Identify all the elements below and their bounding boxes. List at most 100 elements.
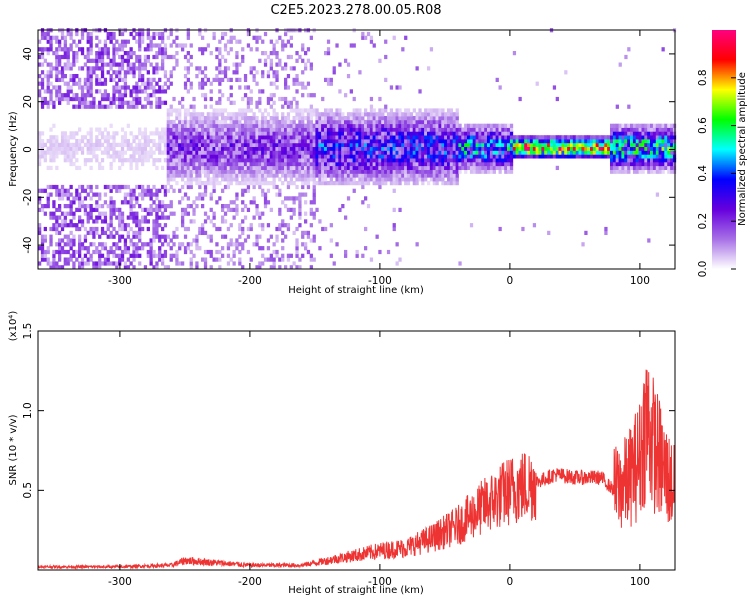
heatmap-cell xyxy=(616,105,619,109)
heatmap-cell xyxy=(493,143,496,147)
heatmap-cell xyxy=(361,147,364,151)
heatmap-cell xyxy=(233,250,236,254)
heatmap-cell xyxy=(335,147,338,151)
heatmap-cell xyxy=(619,143,622,147)
heatmap-cell xyxy=(112,204,115,208)
heatmap-cell xyxy=(295,177,298,181)
heatmap-cell xyxy=(536,82,539,86)
heatmap-cell xyxy=(90,139,93,143)
heatmap-cell xyxy=(487,170,490,174)
heatmap-cell xyxy=(287,116,290,120)
heatmap-cell xyxy=(187,120,190,124)
heatmap-cell xyxy=(298,135,301,139)
heatmap-cell xyxy=(138,47,141,51)
heatmap-cell xyxy=(187,51,190,55)
heatmap-cell xyxy=(115,97,118,101)
heatmap-cell xyxy=(373,166,376,170)
heatmap-cell xyxy=(190,204,193,208)
heatmap-cell xyxy=(198,196,201,200)
heatmap-cell xyxy=(301,124,304,128)
heatmap-cell xyxy=(307,131,310,135)
heatmap-cell xyxy=(396,139,399,143)
heatmap-cell xyxy=(104,242,107,246)
heatmap-cell xyxy=(238,181,241,185)
heatmap-cell xyxy=(647,158,650,162)
heatmap-cell xyxy=(493,151,496,155)
heatmap-cell xyxy=(301,93,304,97)
heatmap-cell xyxy=(221,189,224,193)
heatmap-cell xyxy=(164,223,167,227)
heatmap-cell xyxy=(135,105,138,109)
heatmap-cell xyxy=(424,135,427,139)
heatmap-cell xyxy=(184,250,187,254)
heatmap-cell xyxy=(596,143,599,147)
heatmap-cell xyxy=(247,43,250,47)
heatmap-cell xyxy=(181,135,184,139)
heatmap-cell xyxy=(396,158,399,162)
heatmap-cell xyxy=(390,108,393,112)
heatmap-cell xyxy=(101,204,104,208)
heatmap-cell xyxy=(112,151,115,155)
heatmap-cell xyxy=(104,97,107,101)
heatmap-cell xyxy=(207,158,210,162)
heatmap-cell xyxy=(281,116,284,120)
heatmap-cell xyxy=(95,139,98,143)
heatmap-cell xyxy=(167,189,170,193)
heatmap-cell xyxy=(561,139,564,143)
heatmap-cell xyxy=(378,112,381,116)
heatmap-cell xyxy=(273,151,276,155)
heatmap-cell xyxy=(447,181,450,185)
heatmap-cell xyxy=(198,128,201,132)
heatmap-cell xyxy=(190,55,193,59)
heatmap-cell xyxy=(78,261,81,265)
heatmap-cell xyxy=(104,200,107,204)
snr-x-tick-label: 0 xyxy=(507,576,514,588)
heatmap-cell xyxy=(190,112,193,116)
heatmap-cell xyxy=(98,139,101,143)
heatmap-cell xyxy=(398,177,401,181)
heatmap-cell xyxy=(338,89,341,93)
heatmap-cell xyxy=(121,105,124,109)
heatmap-cell xyxy=(436,154,439,158)
heatmap-cell xyxy=(584,147,587,151)
heatmap-cell xyxy=(47,246,50,250)
heatmap-cell xyxy=(315,170,318,174)
heatmap-cell xyxy=(172,55,175,59)
heatmap-cell xyxy=(318,177,321,181)
heatmap-cell xyxy=(307,116,310,120)
heatmap-cell xyxy=(121,235,124,239)
heatmap-cell xyxy=(184,170,187,174)
heatmap-cell xyxy=(101,231,104,235)
heatmap-cell xyxy=(138,254,141,258)
heatmap-cell xyxy=(235,70,238,74)
heatmap-cell xyxy=(298,108,301,112)
heatmap-cell xyxy=(367,139,370,143)
heatmap-cell xyxy=(307,162,310,166)
heatmap-cell xyxy=(130,196,133,200)
heatmap-cell xyxy=(261,74,264,78)
heatmap-cell xyxy=(556,166,559,170)
heatmap-cell xyxy=(287,158,290,162)
heatmap-cell xyxy=(210,208,213,212)
heatmap-cell xyxy=(353,162,356,166)
heatmap-cell xyxy=(367,32,370,36)
heatmap-cell xyxy=(270,181,273,185)
heatmap-cell xyxy=(224,204,227,208)
heatmap-cell xyxy=(181,105,184,109)
heatmap-cell xyxy=(187,154,190,158)
heatmap-cell xyxy=(104,258,107,262)
heatmap-cell xyxy=(261,40,264,44)
heatmap-cell xyxy=(275,238,278,242)
heatmap-cell xyxy=(298,173,301,177)
heatmap-cell xyxy=(373,177,376,181)
heatmap-cell xyxy=(510,151,513,155)
heatmap-cell xyxy=(398,158,401,162)
heatmap-cell xyxy=(361,116,364,120)
heatmap-cell xyxy=(238,124,241,128)
heatmap-cell xyxy=(298,208,301,212)
heatmap-cell xyxy=(235,147,238,151)
heatmap-cell xyxy=(87,55,90,59)
heatmap-cell xyxy=(324,120,327,124)
heatmap-cell xyxy=(235,116,238,120)
heatmap-cell xyxy=(284,177,287,181)
